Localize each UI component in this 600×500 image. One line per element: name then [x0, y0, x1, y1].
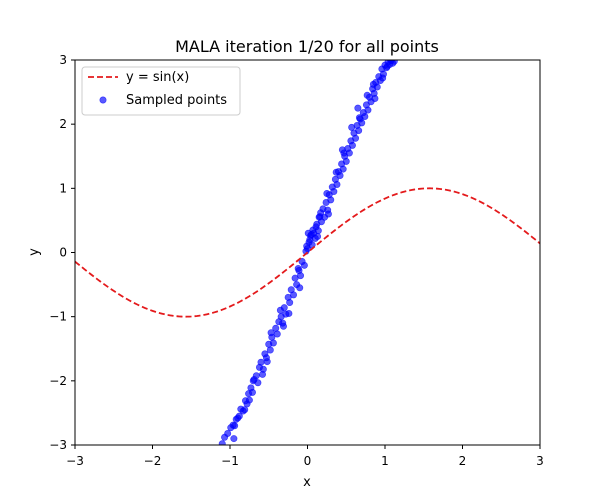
scatter-point: [263, 358, 271, 366]
scatter-point: [286, 299, 294, 307]
scatter-point: [379, 74, 387, 82]
legend-label-points: Sampled points: [126, 93, 227, 108]
scatter-point: [333, 180, 341, 188]
y-tick-label: −1: [49, 310, 67, 324]
x-tick-label: −3: [66, 454, 84, 468]
y-axis: −3 −2 −1 0 1 2 3: [49, 53, 75, 452]
legend: y = sin(x) Sampled points: [81, 66, 241, 116]
scatter-point: [355, 114, 363, 122]
scatter-point: [363, 91, 371, 99]
scatter-point: [348, 123, 356, 131]
scatter-point: [339, 165, 347, 173]
sine-curve: [75, 187, 540, 318]
scatter-point: [230, 435, 238, 443]
scatter-point: [273, 330, 281, 338]
y-tick-label: −2: [49, 374, 67, 388]
scatter-point: [224, 429, 232, 437]
scatter-point: [290, 291, 298, 299]
scatter-point: [338, 146, 346, 154]
scatter-point: [259, 370, 267, 378]
scatter-point: [342, 157, 350, 165]
scatter-point: [352, 134, 360, 142]
x-tick-label: 1: [381, 454, 389, 468]
legend-label-sine: y = sin(x): [126, 70, 189, 85]
scatter-point: [324, 210, 332, 218]
x-tick-label: −2: [144, 454, 162, 468]
y-axis-label: y: [27, 248, 42, 256]
y-tick-label: 0: [59, 246, 67, 260]
legend-scatter-swatch: [99, 96, 107, 104]
y-tick-label: 2: [59, 117, 67, 131]
scatter-point: [323, 189, 331, 197]
scatter-point: [232, 415, 240, 423]
scatter-point: [297, 272, 305, 280]
scatter-point: [249, 377, 257, 385]
scatter-point: [304, 229, 312, 237]
y-tick-label: 3: [59, 53, 67, 67]
scatter-point: [285, 309, 293, 317]
scatter-point: [218, 440, 226, 445]
x-axis: −3 −2 −1 0 1 2 3: [66, 445, 544, 468]
scatter-point: [315, 213, 323, 221]
scatter-point: [294, 265, 302, 273]
scatter-point: [303, 242, 311, 250]
x-tick-label: 2: [459, 454, 467, 468]
x-tick-label: 0: [304, 454, 312, 468]
scatter-point: [306, 236, 314, 244]
scatter-point: [348, 141, 356, 149]
x-tick-label: −1: [221, 454, 239, 468]
scatter-point: [266, 346, 274, 354]
scatter-point: [314, 232, 322, 240]
scatter-point: [296, 284, 304, 292]
scatter-point: [276, 306, 284, 314]
scatter-point: [354, 104, 362, 112]
scatter-point: [369, 80, 377, 88]
scatter-point: [279, 322, 287, 330]
scatter-point: [312, 223, 320, 231]
scatter-point: [241, 406, 249, 414]
chart-title: MALA iteration 1/20 for all points: [175, 37, 439, 56]
scatter-point: [267, 329, 275, 337]
scatter-point: [371, 95, 379, 103]
scatter-point: [245, 396, 253, 404]
x-tick-label: 3: [536, 454, 544, 468]
scatter-point: [332, 168, 340, 176]
scatter-point: [327, 196, 335, 204]
y-tick-label: −3: [49, 438, 67, 452]
scatter-point: [383, 62, 391, 70]
scatter-point: [248, 388, 256, 396]
x-axis-label: x: [303, 475, 311, 490]
legend-box: [81, 66, 241, 116]
scatter-point: [355, 127, 363, 135]
scatter-point: [364, 106, 372, 114]
scatter-point: [257, 358, 265, 366]
y-tick-label: 1: [59, 181, 67, 195]
plot-area: [75, 60, 540, 445]
scatter-point: [330, 188, 338, 196]
scatter-point: [269, 339, 277, 347]
scatter-point: [386, 60, 394, 64]
scatter-point: [231, 422, 239, 430]
scatter-point: [300, 261, 308, 269]
